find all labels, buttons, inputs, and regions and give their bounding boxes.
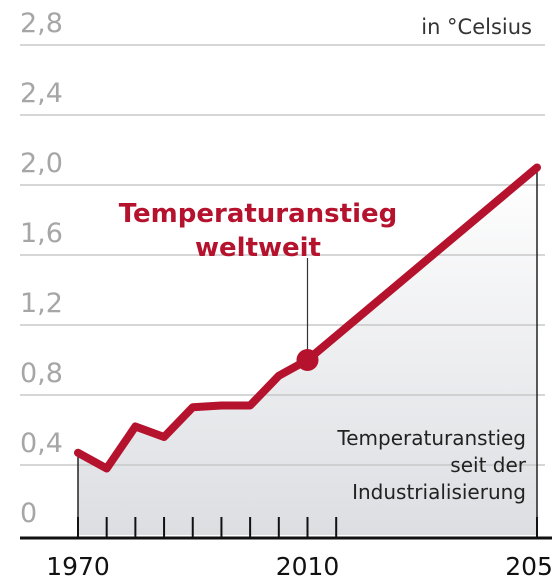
highlight-marker xyxy=(296,349,319,371)
y-tick-label: 0 xyxy=(20,498,37,529)
line xyxy=(74,163,541,473)
area xyxy=(78,167,537,535)
footnote: Industrialisierung xyxy=(352,480,526,504)
x-tick-label: 1970 xyxy=(46,552,110,580)
footnote: seit der xyxy=(450,453,526,477)
unit-label: in °Celsius xyxy=(421,15,532,39)
y-tick-label: 1,6 xyxy=(20,218,63,249)
y-tick-label: 2,4 xyxy=(20,78,63,109)
y-tick-label: 0,4 xyxy=(20,428,63,459)
y-tick-label: 2,0 xyxy=(20,148,63,179)
x-tick-label: 2010 xyxy=(276,552,340,580)
x-tick-label: 2050 xyxy=(505,552,552,580)
y-tick-label: 0,8 xyxy=(20,358,63,389)
y-tick-label: 2,8 xyxy=(20,8,63,39)
annotation: Temperaturanstieg xyxy=(119,199,398,229)
footnote: Temperaturanstieg xyxy=(336,426,526,450)
y-tick-label: 1,2 xyxy=(20,288,63,319)
annotation: weltweit xyxy=(195,233,321,263)
